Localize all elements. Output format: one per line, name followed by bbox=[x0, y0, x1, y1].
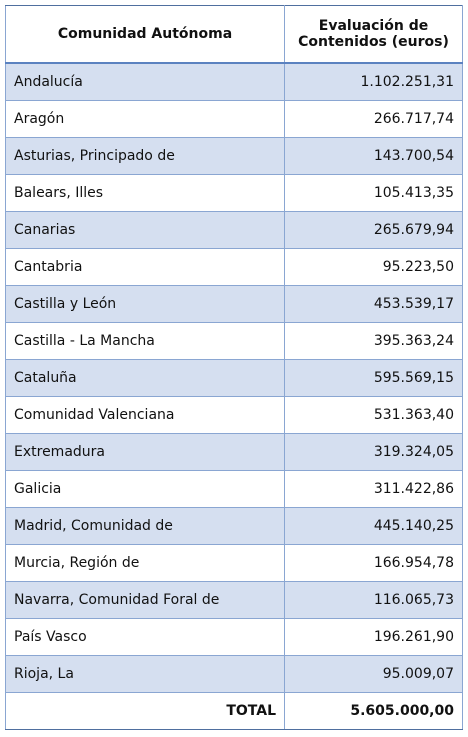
name-cell: Murcia, Región de bbox=[5, 544, 285, 582]
value-cell: 531.363,40 bbox=[284, 396, 463, 434]
value-cell: 105.413,35 bbox=[284, 174, 463, 212]
name-cell: Madrid, Comunidad de bbox=[5, 507, 285, 545]
name-cell: Asturias, Principado de bbox=[5, 137, 285, 175]
name-cell: Extremadura bbox=[5, 433, 285, 471]
value-cell: 143.700,54 bbox=[284, 137, 463, 175]
table-row: Cataluña 595.569,15 bbox=[5, 359, 463, 397]
name-cell: Canarias bbox=[5, 211, 285, 249]
name-cell: Andalucía bbox=[5, 62, 285, 101]
table-row: Galicia 311.422,86 bbox=[5, 470, 463, 508]
name-cell: Castilla - La Mancha bbox=[5, 322, 285, 360]
value-cell: 166.954,78 bbox=[284, 544, 463, 582]
value-cell: 1.102.251,31 bbox=[284, 62, 463, 101]
name-cell: Navarra, Comunidad Foral de bbox=[5, 581, 285, 619]
table-row: País Vasco 196.261,90 bbox=[5, 618, 463, 656]
table-row: Comunidad Valenciana 531.363,40 bbox=[5, 396, 463, 434]
value-cell: 445.140,25 bbox=[284, 507, 463, 545]
value-cell: 95.009,07 bbox=[284, 655, 463, 693]
name-cell: Balears, Illes bbox=[5, 174, 285, 212]
table-row: Murcia, Región de 166.954,78 bbox=[5, 544, 463, 582]
table-row: Andalucía 1.102.251,31 bbox=[5, 62, 463, 101]
name-cell: País Vasco bbox=[5, 618, 285, 656]
value-cell: 453.539,17 bbox=[284, 285, 463, 323]
table-row: Extremadura 319.324,05 bbox=[5, 433, 463, 471]
value-cell: 116.065,73 bbox=[284, 581, 463, 619]
table-row: Rioja, La 95.009,07 bbox=[5, 655, 463, 693]
value-cell: 595.569,15 bbox=[284, 359, 463, 397]
name-cell: Cantabria bbox=[5, 248, 285, 286]
data-table: Comunidad Autónoma Evaluación de Conteni… bbox=[5, 5, 463, 730]
table-row: TOTAL 5.605.000,00 bbox=[5, 692, 463, 730]
name-cell: TOTAL bbox=[5, 692, 285, 730]
value-cell: 311.422,86 bbox=[284, 470, 463, 508]
table-row: Madrid, Comunidad de 445.140,25 bbox=[5, 507, 463, 545]
name-cell: Galicia bbox=[5, 470, 285, 508]
value-cell: 95.223,50 bbox=[284, 248, 463, 286]
table-row: Navarra, Comunidad Foral de 116.065,73 bbox=[5, 581, 463, 619]
header-cell: Comunidad Autónoma bbox=[5, 5, 285, 64]
table-row: Castilla y León 453.539,17 bbox=[5, 285, 463, 323]
value-cell: 196.261,90 bbox=[284, 618, 463, 656]
table-row: Canarias 265.679,94 bbox=[5, 211, 463, 249]
table-row: Balears, Illes 105.413,35 bbox=[5, 174, 463, 212]
name-cell: Comunidad Valenciana bbox=[5, 396, 285, 434]
name-cell: Rioja, La bbox=[5, 655, 285, 693]
table-row: Castilla - La Mancha 395.363,24 bbox=[5, 322, 463, 360]
value-cell: 395.363,24 bbox=[284, 322, 463, 360]
name-cell: Castilla y León bbox=[5, 285, 285, 323]
name-cell: Cataluña bbox=[5, 359, 285, 397]
name-cell: Aragón bbox=[5, 100, 285, 138]
header-cell: Evaluación de Contenidos (euros) bbox=[284, 5, 463, 64]
table-row: Aragón 266.717,74 bbox=[5, 100, 463, 138]
table-row: Asturias, Principado de 143.700,54 bbox=[5, 137, 463, 175]
header-row: Comunidad Autónoma Evaluación de Conteni… bbox=[5, 5, 463, 64]
value-cell: 265.679,94 bbox=[284, 211, 463, 249]
value-cell: 266.717,74 bbox=[284, 100, 463, 138]
value-cell: 5.605.000,00 bbox=[284, 692, 463, 730]
table-body: Andalucía 1.102.251,31 Aragón 266.717,74 Ast… bbox=[5, 62, 463, 730]
value-cell: 319.324,05 bbox=[284, 433, 463, 471]
table-row: Cantabria 95.223,50 bbox=[5, 248, 463, 286]
